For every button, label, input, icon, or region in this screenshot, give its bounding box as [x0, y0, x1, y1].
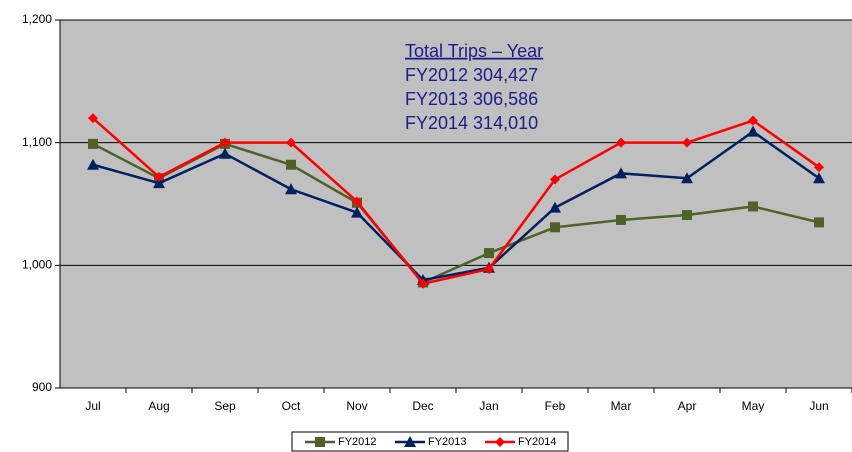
- marker: [315, 437, 325, 447]
- x-tick-label: Apr: [678, 399, 697, 413]
- series-line: [92, 117, 820, 286]
- marker: [682, 210, 692, 221]
- marker: [615, 167, 627, 179]
- marker: [747, 125, 759, 137]
- annotation: FY2012 304,427: [405, 65, 538, 85]
- marker: [549, 201, 561, 213]
- x-tick-label: Sep: [214, 399, 236, 413]
- y-tick-label: 900: [32, 380, 52, 394]
- marker: [681, 172, 693, 184]
- marker: [616, 214, 626, 225]
- marker: [616, 137, 626, 148]
- legend-label: FY2013: [428, 436, 467, 448]
- x-tick-label: Aug: [148, 399, 169, 413]
- annotation: FY2013 306,586: [405, 89, 538, 109]
- x-tick-label: May: [742, 399, 765, 413]
- legend-box: [291, 431, 569, 452]
- plot-area: [60, 20, 852, 388]
- marker: [484, 248, 494, 259]
- marker: [352, 196, 362, 207]
- legend-label: FY2014: [518, 436, 557, 448]
- marker: [87, 158, 99, 170]
- series-line: [92, 130, 820, 282]
- marker: [814, 217, 824, 228]
- annotation: Total Trips – Year: [405, 41, 543, 61]
- marker: [88, 138, 98, 149]
- marker: [88, 113, 98, 124]
- x-tick-label: Feb: [545, 399, 566, 413]
- annotation: FY2014 314,010: [405, 113, 538, 133]
- y-tick-label: 1,100: [22, 135, 52, 149]
- marker: [154, 172, 164, 183]
- marker: [748, 201, 758, 212]
- marker: [550, 174, 560, 185]
- marker: [351, 206, 363, 218]
- marker: [418, 278, 428, 289]
- marker: [550, 222, 560, 233]
- marker: [153, 177, 165, 189]
- x-tick-label: Nov: [346, 399, 367, 413]
- legend: FY2012 FY2013 FY2014: [291, 431, 569, 452]
- marker: [404, 436, 416, 447]
- marker: [286, 137, 296, 148]
- x-tick-label: Mar: [611, 399, 632, 413]
- x-tick-label: Jun: [809, 399, 828, 413]
- marker: [219, 147, 231, 159]
- marker: [484, 264, 494, 275]
- marker: [286, 159, 296, 170]
- marker: [220, 137, 230, 148]
- y-tick-label: 1,000: [22, 258, 52, 272]
- x-tick-label: Oct: [282, 399, 301, 413]
- marker: [813, 172, 825, 184]
- legend-label: FY2012: [338, 436, 377, 448]
- marker: [682, 137, 692, 148]
- marker: [748, 115, 758, 126]
- marker: [285, 183, 297, 195]
- marker: [814, 162, 824, 173]
- x-tick-label: Jan: [479, 399, 498, 413]
- marker: [495, 437, 505, 447]
- x-tick-label: Jul: [85, 399, 100, 413]
- x-tick-label: Dec: [412, 399, 433, 413]
- y-tick-label: 1,200: [22, 12, 52, 26]
